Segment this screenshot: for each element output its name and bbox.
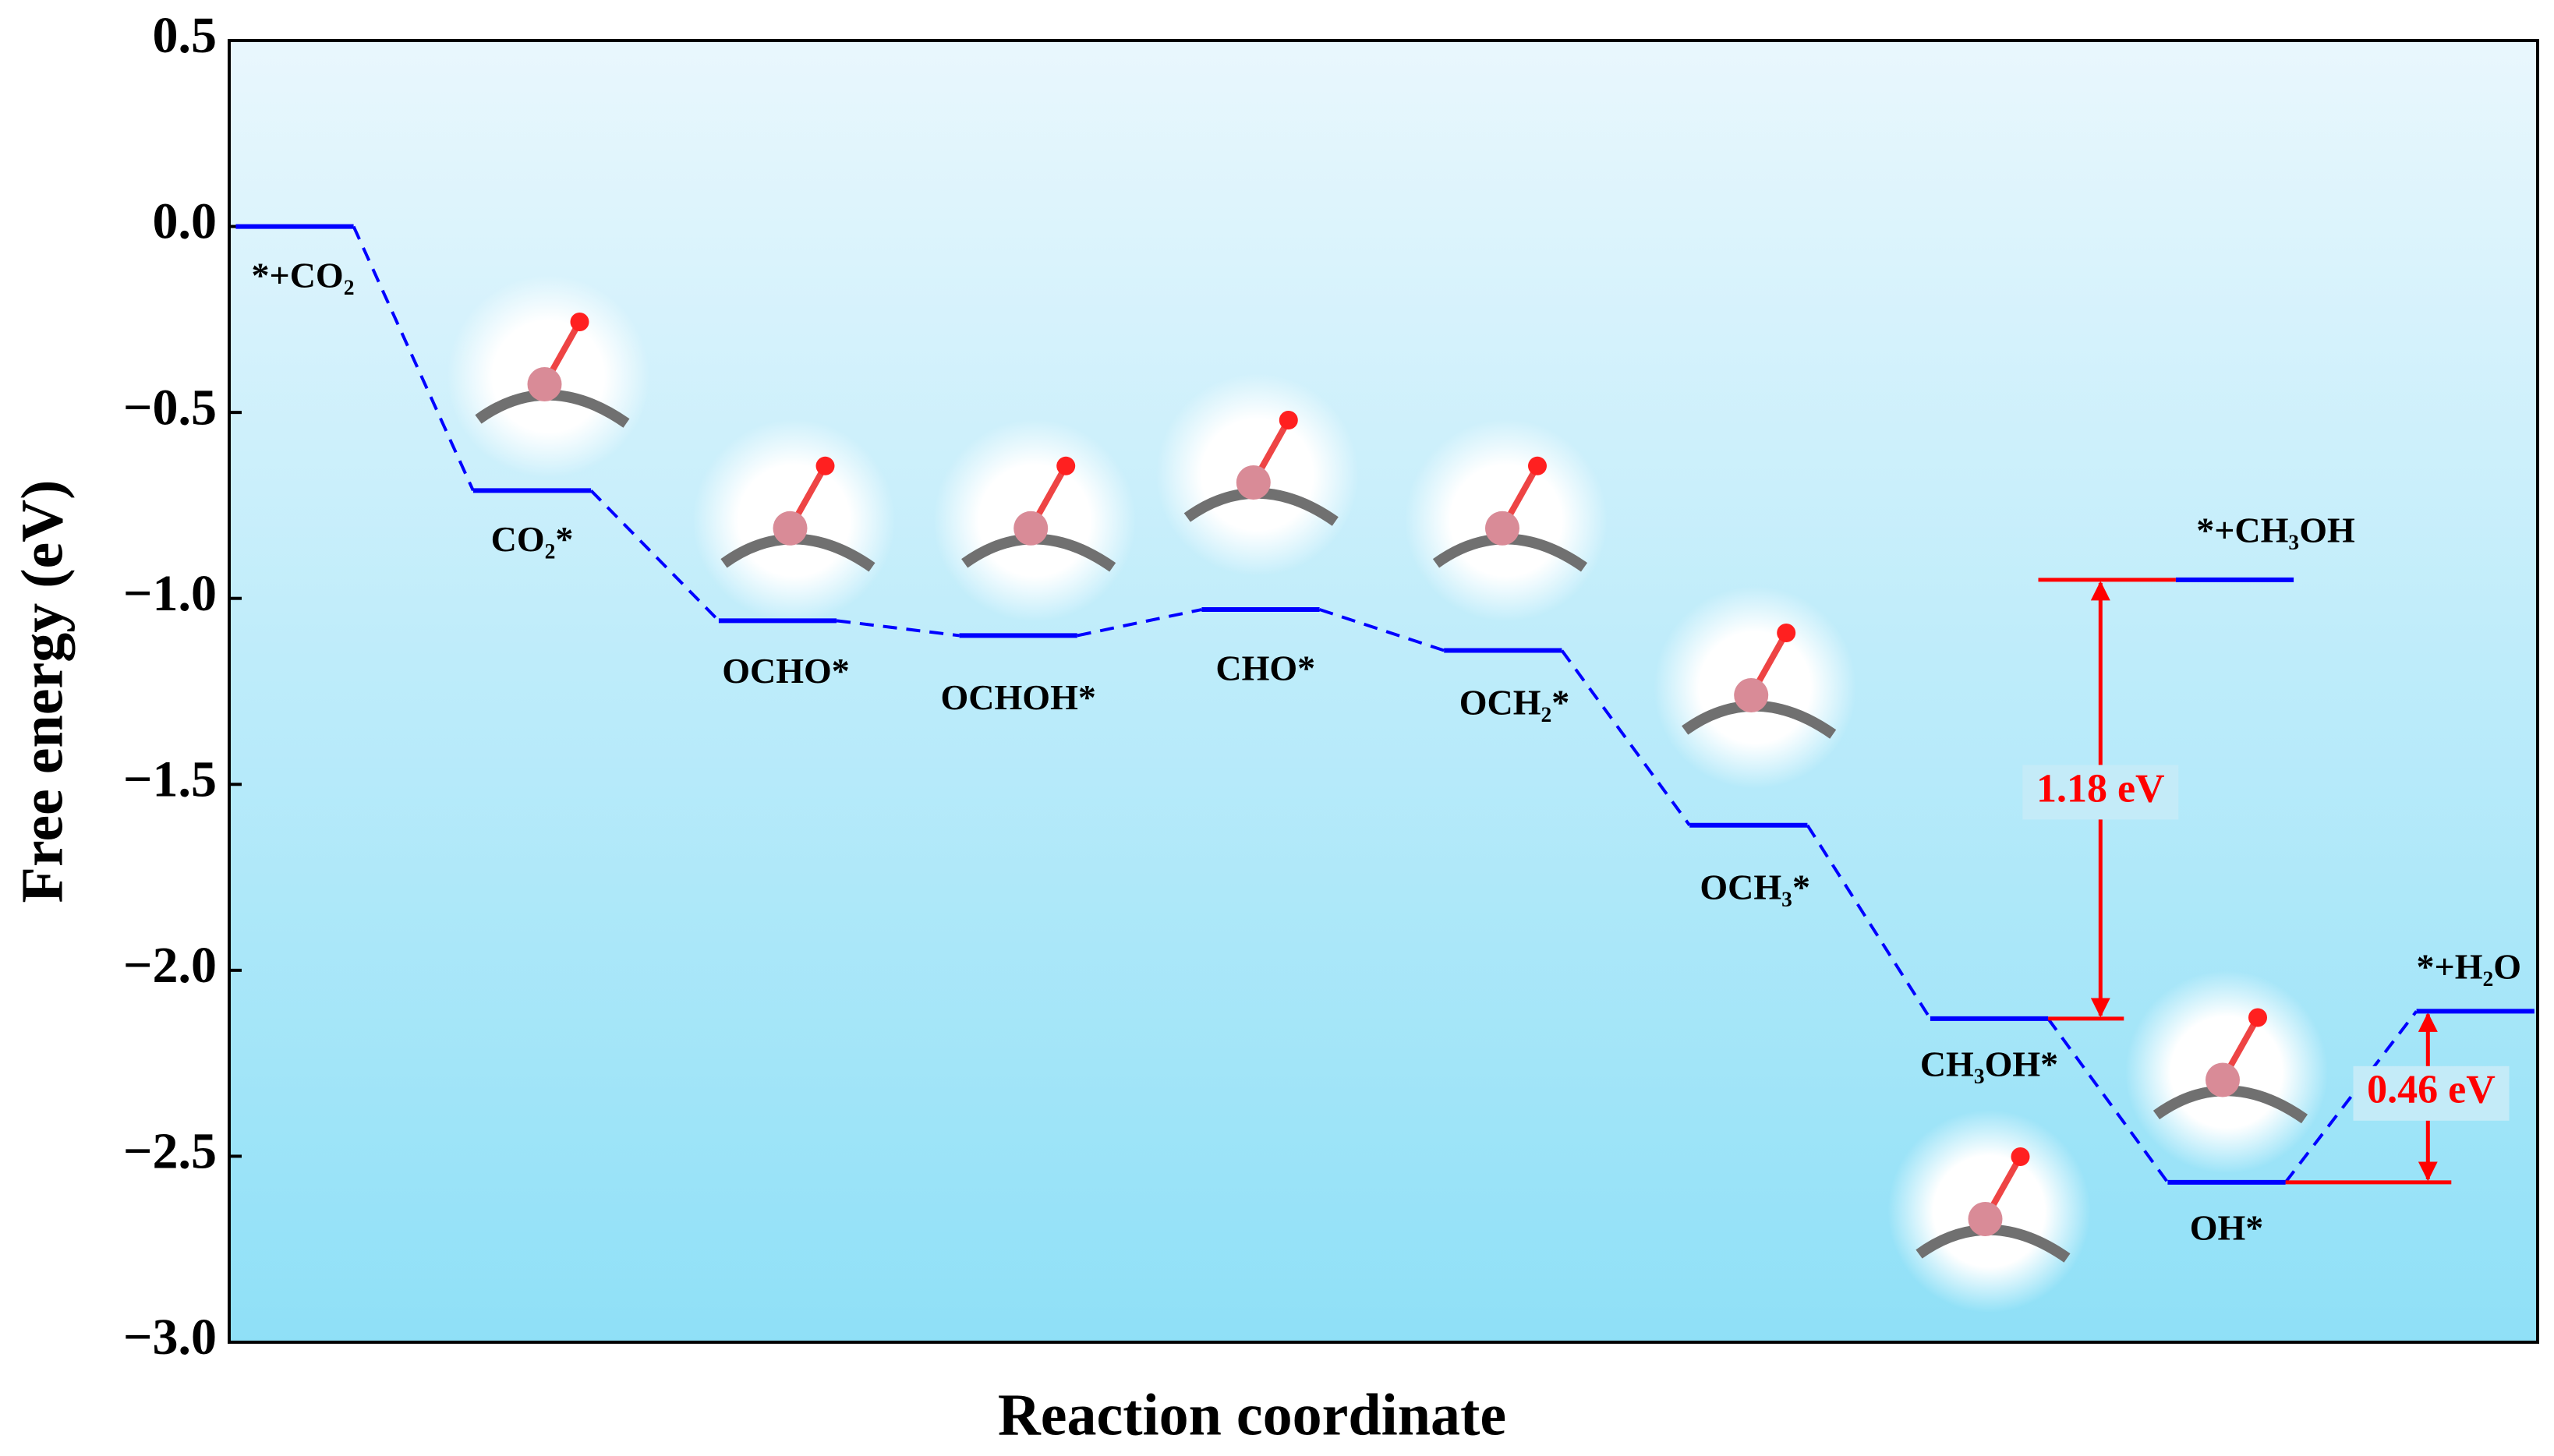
connector [1077,608,1202,638]
step-label: OCH₃* [1700,867,1810,906]
step-label: *+CH₃OH [2196,511,2355,550]
y-axis-label: Free energy (eV) [9,480,75,903]
connector [589,489,720,622]
annotation-text: 0.46 eV [2367,1068,2496,1112]
molecule-atom [1056,456,1076,475]
y-tick-label: 0.5 [153,7,218,64]
y-tick-label: −1.5 [123,751,217,808]
molecule-atom [570,313,589,331]
molecule-atom [2011,1147,2030,1166]
molecule-atom [1279,411,1298,429]
molecule-metal [2206,1062,2240,1097]
y-tick-label: −2.5 [123,1123,217,1180]
molecule-metal [1485,511,1519,546]
connector [1806,824,1932,1020]
step-label: *+CO₂ [251,255,354,295]
molecule-atom [815,456,835,475]
molecule-metal [1734,678,1769,712]
molecule-atom [1528,456,1547,475]
annotation-bg [2022,765,2179,820]
step-label: CH₃OH* [1920,1044,2058,1083]
connector [836,619,960,638]
connector [2046,1017,2170,1184]
y-tick-label: −1.0 [123,565,217,622]
step-label: OH* [2190,1207,2264,1247]
step-label: *+H₂O [2417,946,2522,986]
y-tick-label: −2.0 [123,937,217,994]
connector [2284,1010,2418,1184]
connector [352,225,475,492]
molecule-metal [1968,1202,2003,1236]
step-label: CO₂* [491,519,574,559]
molecule-metal [1236,465,1271,500]
annotation-bg [2353,1065,2510,1121]
step-label: CHO* [1215,648,1315,687]
y-tick-label: 0.0 [153,193,218,250]
molecule-metal [773,511,808,546]
molecule-atom [2248,1008,2267,1027]
y-tick-label: −0.5 [123,379,217,436]
step-label: OCH₂* [1459,682,1570,722]
molecule-metal [1013,511,1049,546]
step-label: OCHOH* [941,677,1096,717]
connector [1560,649,1691,826]
step-label: OCHO* [722,651,850,691]
y-tick-label: −3.0 [123,1309,217,1366]
molecule-atom [1777,624,1796,642]
annotation-text: 1.18 eV [2036,766,2165,811]
molecule-metal [527,367,562,401]
x-axis-label: Reaction coordinate [998,1382,1506,1447]
